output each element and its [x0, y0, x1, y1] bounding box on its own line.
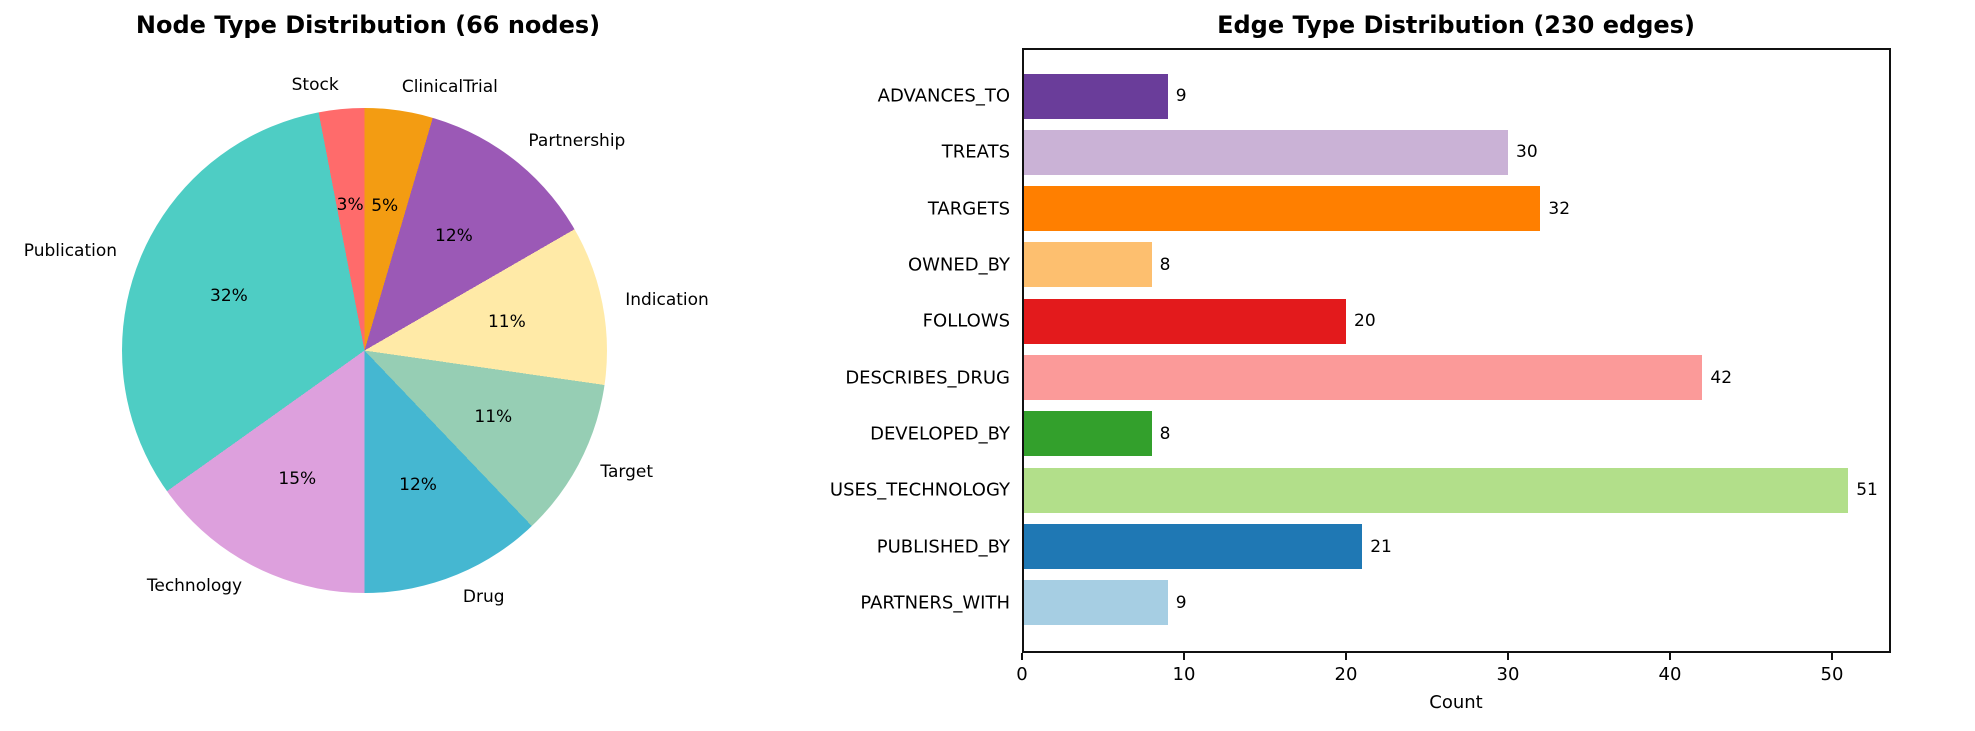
pie-slice-label: Publication: [23, 241, 118, 262]
bar-xtick-label: 30: [1496, 664, 1520, 685]
bar-ytick-label: PUBLISHED_BY: [876, 536, 1010, 558]
pie-chart-title: Node Type Distribution (66 nodes): [135, 11, 601, 39]
bar-value-label: 32: [1548, 198, 1571, 219]
bar-ytick-label: TARGETS: [927, 198, 1010, 220]
bar-targets: [1022, 186, 1541, 232]
bar-ytick-label: OWNED_BY: [907, 254, 1010, 276]
bar-xtick-mark: [1831, 653, 1833, 660]
bar-xtick-label: 10: [1172, 664, 1196, 685]
pie-slice-label: Stock: [291, 75, 339, 96]
bar-value-label: 9: [1175, 86, 1187, 106]
bar-ytick-label: DEVELOPED_BY: [870, 423, 1010, 445]
bar-ytick-label: TREATS: [941, 141, 1010, 163]
bar-value-label: 30: [1516, 142, 1538, 163]
bar-ytick-label: ADVANCES_TO: [877, 85, 1010, 107]
bar-xtick-mark: [1345, 653, 1347, 660]
bar-treats: [1022, 129, 1508, 175]
bar-xtick-mark: [1507, 653, 1509, 660]
bar-ytick-label: USES_TECHNOLOGY: [829, 479, 1010, 501]
bar-value-label: 9: [1175, 592, 1187, 613]
bar-partners_with: [1022, 580, 1168, 626]
pie-slice-percentage: 12%: [435, 225, 473, 246]
bar-xtick-mark: [1669, 653, 1671, 660]
pie-slice-percentage: 5%: [371, 195, 399, 216]
bar-advances_to: [1022, 73, 1168, 119]
pie-slice-percentage: 11%: [474, 406, 513, 427]
bar-xtick-label: 0: [1016, 664, 1028, 685]
bar-chart-title: Edge Type Distribution (230 edges): [1217, 11, 1695, 39]
bar-owned_by: [1022, 242, 1152, 288]
bar-xaxis-label: Count: [1429, 692, 1483, 713]
pie-slice-percentage: 3%: [336, 195, 364, 216]
pie-slice-label: Partnership: [528, 130, 626, 151]
bar-value-label: 21: [1370, 536, 1392, 557]
bar-xtick-label: 50: [1820, 664, 1844, 685]
bar-value-label: 8: [1159, 254, 1171, 275]
bar-value-label: 20: [1354, 311, 1376, 332]
bar-xtick-mark: [1021, 653, 1023, 660]
bar-ytick-label: DESCRIBES_DRUG: [845, 367, 1010, 389]
pie-chart: [121, 107, 607, 593]
pie-slice-label: ClinicalTrial: [401, 76, 498, 97]
bar-value-label: 8: [1159, 423, 1171, 444]
pie-slice-label: Target: [600, 461, 654, 482]
pie-slice-label: Technology: [146, 576, 243, 597]
bar-value-label: 51: [1856, 480, 1878, 501]
bar-xtick-mark: [1183, 653, 1185, 660]
pie-slice-percentage: 15%: [278, 469, 317, 490]
bar-uses_technology: [1022, 467, 1849, 513]
bar-xtick-label: 20: [1334, 664, 1358, 685]
pie-slice-label: Indication: [625, 289, 709, 310]
bar-ytick-label: PARTNERS_WITH: [860, 592, 1010, 614]
bar-ytick-label: FOLLOWS: [922, 310, 1010, 332]
bar-developed_by: [1022, 411, 1152, 457]
pie-slice-percentage: 11%: [487, 312, 526, 333]
bar-describes_drug: [1022, 355, 1703, 401]
bar-value-label: 42: [1710, 367, 1733, 388]
bar-xtick-label: 40: [1658, 664, 1682, 685]
bar-published_by: [1022, 524, 1363, 570]
bar-follows: [1022, 298, 1346, 344]
pie-slice-percentage: 32%: [210, 285, 248, 306]
pie-slice-label: Drug: [462, 586, 505, 607]
pie-slice-percentage: 12%: [399, 475, 437, 496]
